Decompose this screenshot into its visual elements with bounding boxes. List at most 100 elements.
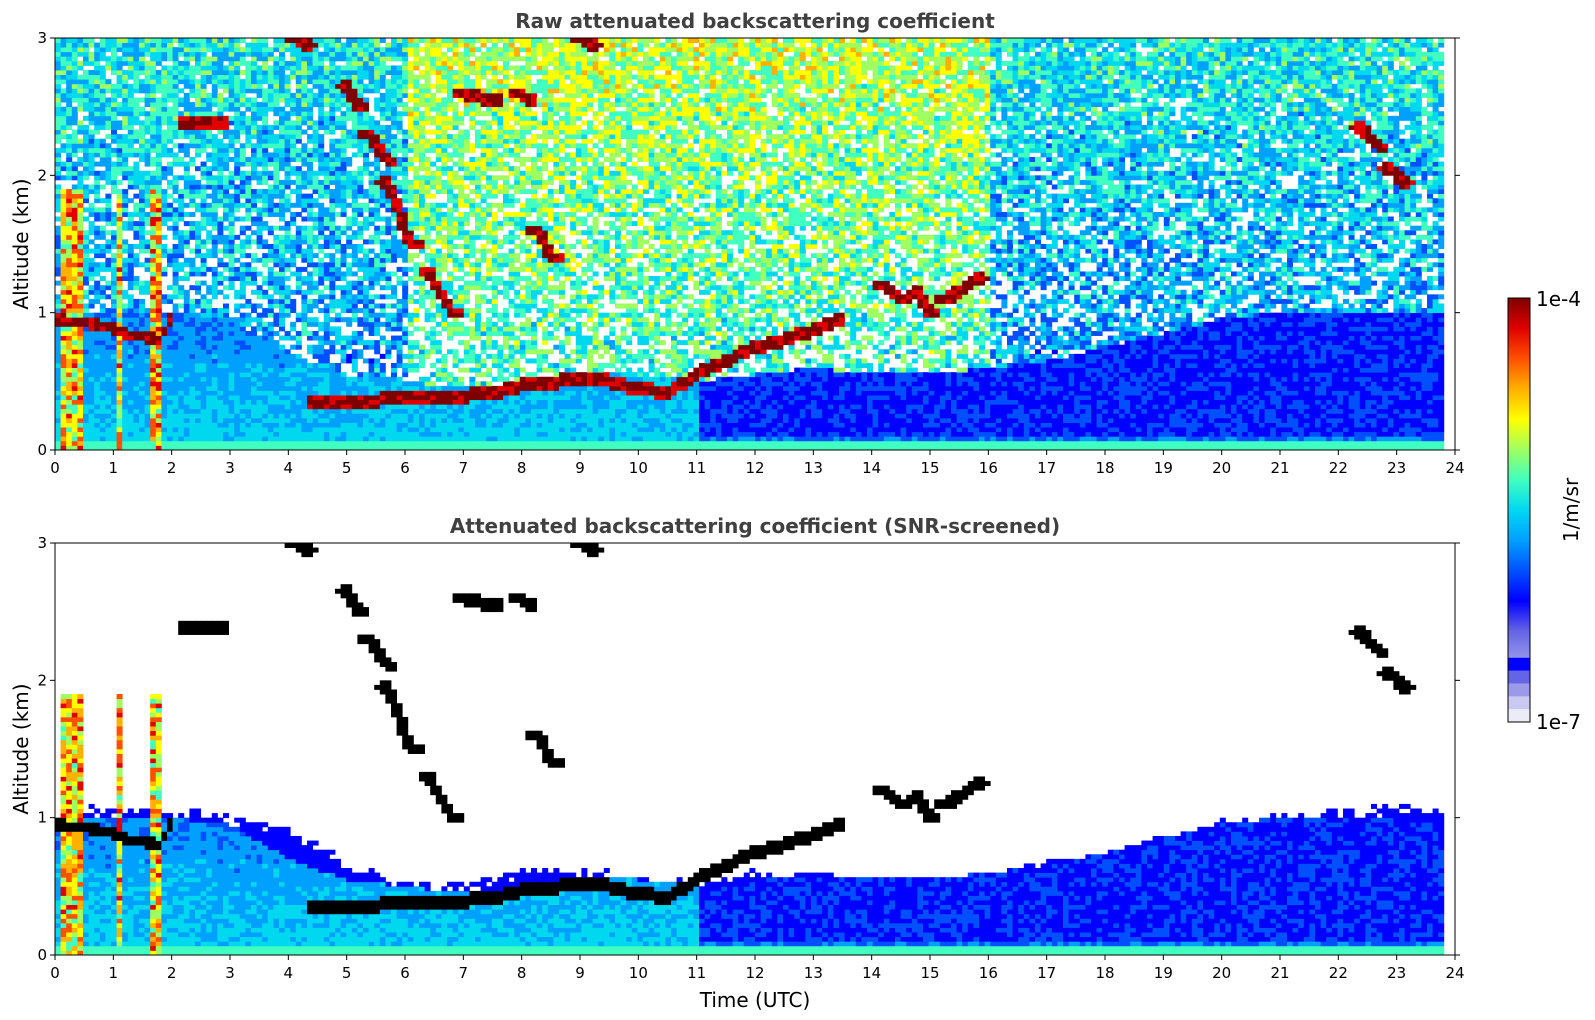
heat-cell <box>150 289 157 295</box>
heat-cell <box>279 417 285 423</box>
heat-cell <box>363 225 369 231</box>
heat-cell <box>234 193 241 199</box>
heat-cell <box>167 399 173 405</box>
heat-cell <box>111 363 117 368</box>
heat-cell <box>55 97 61 103</box>
heat-cell <box>267 189 274 195</box>
heat-cell <box>223 42 229 48</box>
heat-cell <box>239 51 246 57</box>
heat-cell <box>239 202 246 208</box>
heat-cell <box>155 358 162 364</box>
heat-cell <box>245 271 252 277</box>
heat-cell <box>200 312 207 318</box>
heat-cell <box>189 234 196 240</box>
heat-cell <box>379 138 386 144</box>
heat-cell <box>99 211 106 217</box>
heat-cell <box>279 376 285 382</box>
heat-cell <box>55 344 61 350</box>
heat-cell <box>99 88 106 94</box>
heat-cell <box>211 189 218 195</box>
heat-cell <box>351 280 358 286</box>
heat-cell <box>357 289 364 295</box>
heat-cell <box>161 326 168 332</box>
heat-cell <box>99 216 106 222</box>
heat-cell <box>323 170 330 176</box>
heat-cell <box>94 445 101 450</box>
heat-cell <box>245 413 252 419</box>
heat-cell <box>94 330 101 336</box>
heat-cell <box>273 440 280 446</box>
heat-cell <box>301 230 308 236</box>
heat-cell <box>295 60 302 66</box>
heat-cell <box>329 221 336 227</box>
heat-cell <box>228 120 235 126</box>
heat-cell <box>329 65 336 71</box>
heat-cell <box>127 152 134 158</box>
heat-cell <box>60 230 67 236</box>
heat-cell <box>312 152 319 158</box>
heat-cell <box>60 143 67 149</box>
heat-cell <box>312 376 319 382</box>
heat-cell <box>374 422 381 428</box>
heat-cell <box>273 170 280 176</box>
heat-cell <box>155 166 162 172</box>
heat-cell <box>256 147 263 153</box>
heat-cell <box>155 111 162 117</box>
heat-cell <box>183 147 190 153</box>
heat-cell <box>83 294 89 300</box>
heat-cell <box>245 216 252 222</box>
heat-cell <box>105 60 112 66</box>
heat-cell <box>385 294 392 300</box>
heat-cell <box>111 326 117 332</box>
heat-cell <box>116 308 123 314</box>
heat-cell <box>245 266 252 272</box>
heat-cell <box>99 349 106 355</box>
heat-cell <box>374 326 381 332</box>
heat-cell <box>284 413 291 419</box>
heat-cell <box>211 97 218 103</box>
heat-cell <box>88 111 95 117</box>
heat-cell <box>161 202 168 208</box>
heat-cell <box>183 408 190 414</box>
heat-cell <box>351 244 358 249</box>
heat-cell <box>284 207 291 213</box>
heat-cell <box>407 47 414 53</box>
heat-cell <box>256 111 263 117</box>
heat-cell <box>402 280 409 286</box>
heat-cell <box>346 340 353 346</box>
heat-cell <box>183 257 190 263</box>
heat-cell <box>379 244 386 249</box>
heat-cell <box>368 367 375 373</box>
heat-cell <box>396 381 403 387</box>
heat-cell <box>301 330 308 336</box>
heat-cell <box>346 111 353 117</box>
heat-cell <box>189 92 196 98</box>
heat-cell <box>312 427 319 433</box>
heat-cell <box>195 56 201 62</box>
heat-cell <box>183 349 190 355</box>
heat-cell <box>351 179 358 185</box>
heat-cell <box>183 363 190 368</box>
heat-cell <box>307 330 313 336</box>
heat-cell <box>413 317 420 323</box>
heat-cell <box>363 124 369 130</box>
heat-cell <box>318 353 325 359</box>
heat-cell <box>340 189 347 195</box>
heat-cell <box>385 47 392 53</box>
heat-cell <box>105 395 112 401</box>
heat-cell <box>155 308 162 314</box>
heat-cell <box>363 115 369 121</box>
heat-cell <box>290 111 297 117</box>
heat-cell <box>262 47 269 53</box>
heat-cell <box>139 157 145 162</box>
heat-cell <box>155 399 162 405</box>
heat-cell <box>77 202 84 208</box>
heat-cell <box>217 289 224 295</box>
heat-cell <box>346 129 353 135</box>
heat-cell <box>402 330 409 336</box>
heat-cell <box>396 248 403 254</box>
heat-cell <box>413 381 420 387</box>
heat-cell <box>301 42 308 48</box>
heat-cell <box>71 152 78 158</box>
heat-cell <box>139 353 145 359</box>
